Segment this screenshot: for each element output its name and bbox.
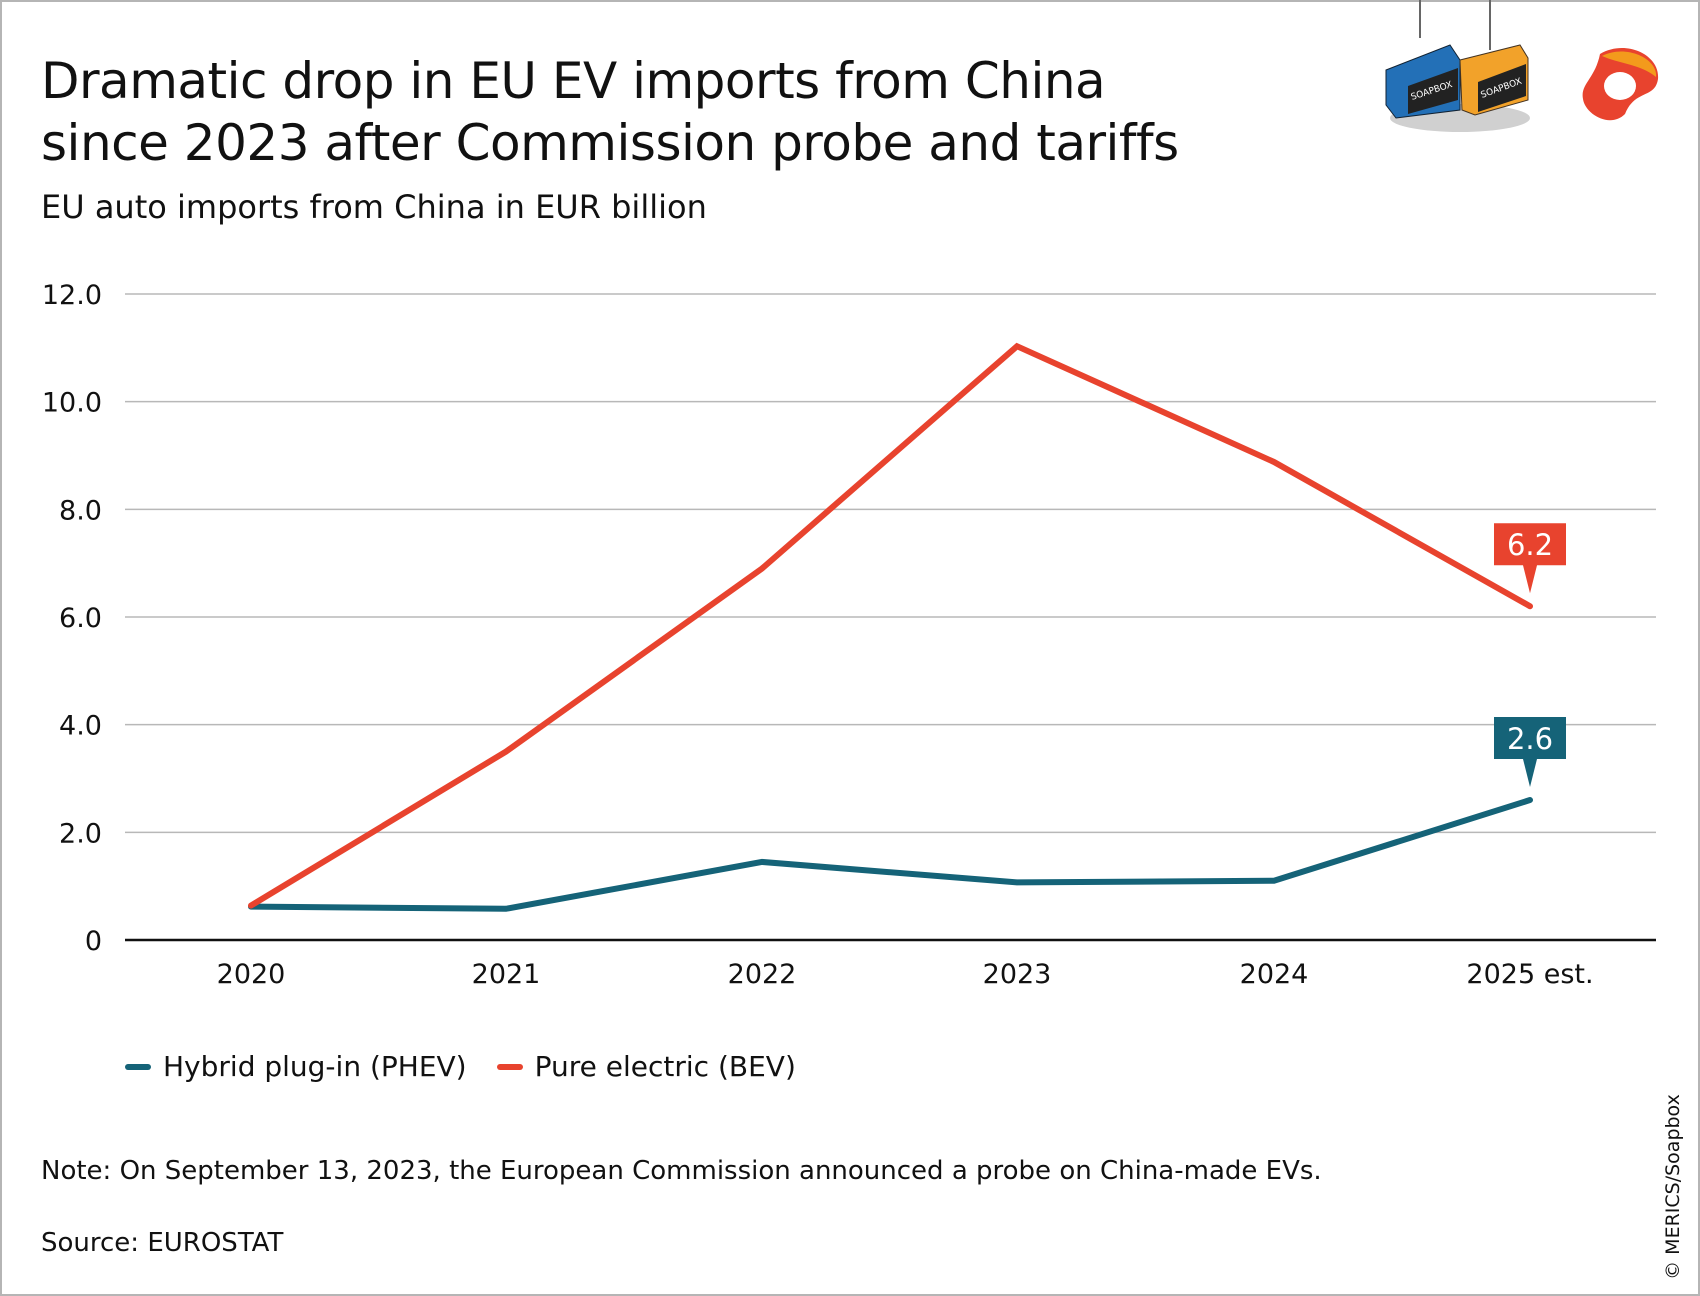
y-tick-label: 10.0 bbox=[42, 388, 102, 419]
legend-swatch-bev bbox=[496, 1063, 523, 1070]
data-point bbox=[1528, 798, 1532, 803]
end-label-box bbox=[1494, 523, 1566, 594]
x-tick-label: 2024 bbox=[1240, 959, 1309, 990]
chart-source: Source: EUROSTAT bbox=[41, 1228, 284, 1258]
merics-logo bbox=[1582, 48, 1659, 121]
data-point bbox=[504, 906, 508, 911]
y-tick-label: 0 bbox=[85, 926, 102, 957]
legend-label-bev: Pure electric (BEV) bbox=[534, 1050, 796, 1083]
series-line-bev bbox=[248, 342, 1533, 909]
y-tick-label: 12.0 bbox=[42, 280, 102, 311]
legend: Hybrid plug-in (PHEV) Pure electric (BEV… bbox=[125, 1050, 796, 1083]
data-point bbox=[760, 859, 764, 864]
x-tick-label: 2025 est. bbox=[1466, 959, 1593, 990]
chart-title: Dramatic drop in EU EV imports from Chin… bbox=[41, 52, 1179, 172]
legend-item-phev: Hybrid plug-in (PHEV) bbox=[125, 1050, 467, 1083]
y-tick-label: 2.0 bbox=[59, 818, 102, 849]
data-point bbox=[249, 903, 253, 908]
x-tick-label: 2021 bbox=[472, 959, 541, 990]
data-point bbox=[1015, 344, 1019, 349]
data-point bbox=[1272, 459, 1276, 464]
chart-subtitle: EU auto imports from China in EUR billio… bbox=[41, 188, 707, 226]
end-label-box bbox=[1494, 717, 1566, 788]
x-tick-label: 2020 bbox=[217, 959, 286, 990]
data-point bbox=[1272, 878, 1276, 883]
y-tick-label: 4.0 bbox=[59, 711, 102, 742]
data-point bbox=[1528, 604, 1532, 609]
legend-label-phev: Hybrid plug-in (PHEV) bbox=[163, 1050, 467, 1083]
soapbox-containers-logo: SOAPBOX SOAPBOX bbox=[1385, 0, 1530, 132]
chart-note: Note: On September 13, 2023, the Europea… bbox=[41, 1156, 1322, 1186]
x-tick-label: 2023 bbox=[983, 959, 1052, 990]
end-label: 6.2 bbox=[1507, 528, 1553, 562]
y-tick-label: 8.0 bbox=[59, 495, 102, 526]
y-tick-label: 6.0 bbox=[59, 603, 102, 634]
data-point bbox=[504, 749, 508, 754]
legend-swatch-phev bbox=[125, 1063, 151, 1070]
data-point bbox=[1015, 880, 1019, 885]
end-label: 2.6 bbox=[1507, 722, 1553, 756]
data-point bbox=[760, 566, 764, 571]
copyright: © MERICS/Soapbox bbox=[1662, 1094, 1684, 1280]
x-tick-label: 2022 bbox=[728, 959, 797, 990]
line-chart: 0 2.0 4.0 6.0 8.0 10.0 12.0 2020 2021 2022 2023 202… bbox=[42, 280, 1656, 990]
series-line-phev bbox=[248, 797, 1533, 912]
legend-item-bev: Pure electric (BEV) bbox=[496, 1050, 796, 1083]
